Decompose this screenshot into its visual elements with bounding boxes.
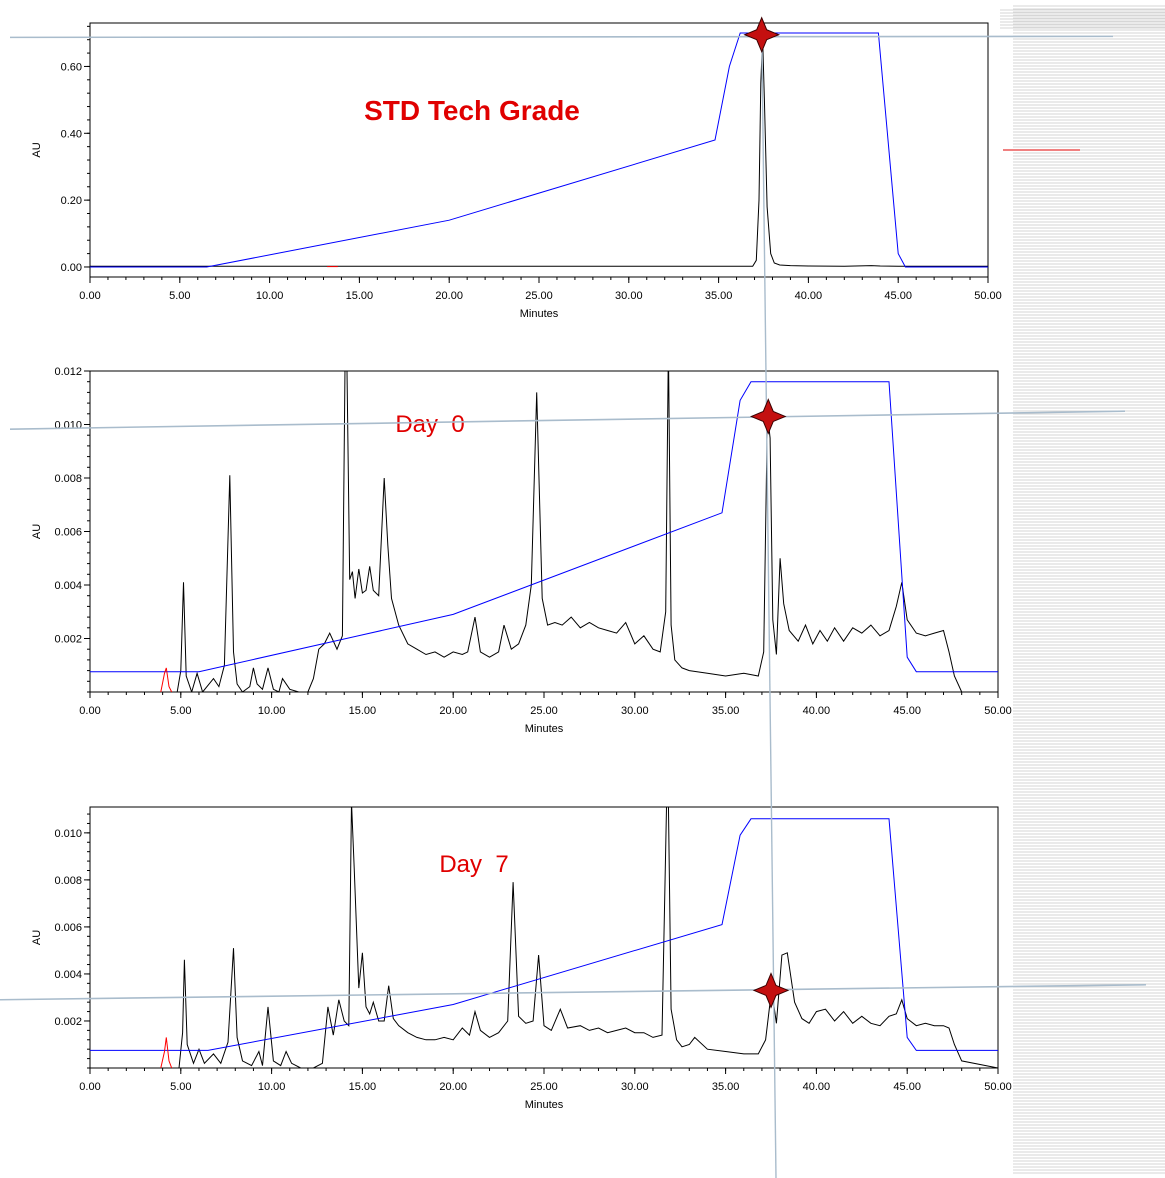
- x-axis: 0.00 5.00 10.00 15.00 20.00 25.00 30.00 35.00 40…: [79, 1068, 1012, 1093]
- chart-day-0: 0.002 0.004 0.006 0.008 0.010 0.012 0.00 5.00 1…: [31, 366, 1012, 735]
- x-tick-label: 15.00: [349, 1081, 377, 1093]
- series-line-2: [160, 1037, 173, 1068]
- y-axis: 0.002 0.004 0.006 0.008 0.010: [54, 813, 90, 1069]
- y-axis: 0.00 0.20 0.40 0.60: [61, 25, 90, 274]
- series-group: [90, 32, 988, 268]
- x-tick-label: 50.00: [984, 705, 1012, 717]
- x-axis: 0.00 5.00 10.00 15.00 20.00 25.00 30.00 35.00 40…: [79, 277, 1002, 302]
- x-tick-label: 20.00: [439, 705, 467, 717]
- x-tick-label: 0.00: [79, 1081, 100, 1093]
- plot-frame: [89, 370, 999, 693]
- crosshair-overlay: [0, 16, 1147, 1178]
- y-tick-label: 0.40: [61, 128, 82, 140]
- series-line-2: [160, 667, 173, 692]
- chart-title: Day 0: [395, 411, 464, 438]
- x-tick-label: 10.00: [258, 705, 286, 717]
- x-tick-label: 25.00: [530, 705, 558, 717]
- x-tick-label: 45.00: [893, 705, 921, 717]
- chart-title: STD Tech Grade: [364, 95, 580, 126]
- series-line-0: [90, 807, 998, 1068]
- y-axis-label: AU: [31, 142, 43, 157]
- peak-star-marker: [752, 972, 790, 1009]
- x-tick-label: 30.00: [621, 705, 649, 717]
- y-tick-label: 0.002: [54, 634, 82, 646]
- x-tick-label: 25.00: [530, 1081, 558, 1093]
- series-group: [90, 807, 998, 1068]
- horizontal-crosshair-line: [9, 410, 1126, 430]
- series-group: [90, 371, 998, 692]
- plot-frame: [89, 22, 989, 278]
- x-axis-label: Minutes: [520, 308, 559, 320]
- series-line-1: [90, 381, 998, 673]
- x-tick-label: 10.00: [258, 1081, 286, 1093]
- y-tick-label: 0.008: [54, 875, 82, 887]
- x-tick-label: 30.00: [621, 1081, 649, 1093]
- horizontal-crosshair-line: [9, 35, 1114, 39]
- x-tick-label: 45.00: [893, 1081, 921, 1093]
- y-tick-label: 0.006: [54, 922, 82, 934]
- y-axis-label: AU: [31, 930, 43, 945]
- series-line-1: [90, 818, 998, 1051]
- y-tick-label: 0.010: [54, 420, 82, 432]
- series-line-0: [90, 37, 988, 267]
- decorative-stripe-panel: [1000, 5, 1165, 1174]
- x-tick-label: 20.00: [439, 1081, 467, 1093]
- peak-star-marker: [749, 398, 787, 435]
- x-tick-label: 40.00: [803, 705, 831, 717]
- x-axis-label: Minutes: [525, 1099, 564, 1111]
- plot-frame: [89, 806, 999, 1069]
- x-tick-label: 50.00: [974, 290, 1002, 302]
- y-tick-label: 0.002: [54, 1016, 82, 1028]
- x-tick-label: 15.00: [346, 290, 374, 302]
- x-tick-label: 30.00: [615, 290, 643, 302]
- y-axis-label: AU: [31, 524, 43, 539]
- series-line-1: [90, 32, 988, 268]
- chart-day-7: 0.002 0.004 0.006 0.008 0.010 0.00 5.00 10.00 1…: [31, 806, 1012, 1111]
- x-tick-label: 40.00: [795, 290, 823, 302]
- x-tick-label: 40.00: [803, 1081, 831, 1093]
- chart-std-tech-grade: 0.00 0.20 0.40 0.60 0.00 5.00 10.00 15.00 20.00…: [31, 22, 1002, 320]
- x-tick-label: 15.00: [349, 705, 377, 717]
- x-tick-label: 5.00: [169, 290, 190, 302]
- x-axis-label: Minutes: [525, 723, 564, 735]
- x-tick-label: 20.00: [435, 290, 463, 302]
- y-tick-label: 0.004: [54, 580, 82, 592]
- y-tick-label: 0.006: [54, 527, 82, 539]
- x-tick-label: 5.00: [170, 1081, 191, 1093]
- x-tick-label: 0.00: [79, 290, 100, 302]
- series-line-0: [90, 371, 998, 692]
- x-tick-label: 35.00: [712, 1081, 740, 1093]
- y-tick-label: 0.012: [54, 366, 82, 378]
- x-tick-label: 35.00: [712, 705, 740, 717]
- y-tick-label: 0.010: [54, 828, 82, 840]
- y-tick-label: 0.00: [61, 262, 82, 274]
- x-tick-label: 25.00: [525, 290, 553, 302]
- horizontal-crosshair-line: [0, 983, 1147, 1001]
- peak-star-marker: [743, 16, 781, 53]
- y-tick-label: 0.008: [54, 473, 82, 485]
- x-axis: 0.00 5.00 10.00 15.00 20.00 25.00 30.00 35.00 40…: [79, 692, 1012, 717]
- x-tick-label: 45.00: [884, 290, 912, 302]
- x-tick-label: 5.00: [170, 705, 191, 717]
- x-tick-label: 35.00: [705, 290, 733, 302]
- x-tick-label: 0.00: [79, 705, 100, 717]
- chart-title: Day 7: [439, 851, 508, 878]
- y-axis: 0.002 0.004 0.006 0.008 0.010 0.012: [54, 366, 90, 693]
- y-tick-label: 0.60: [61, 61, 82, 73]
- x-tick-label: 10.00: [256, 290, 284, 302]
- y-tick-label: 0.20: [61, 195, 82, 207]
- y-tick-label: 0.004: [54, 969, 82, 981]
- x-tick-label: 50.00: [984, 1081, 1012, 1093]
